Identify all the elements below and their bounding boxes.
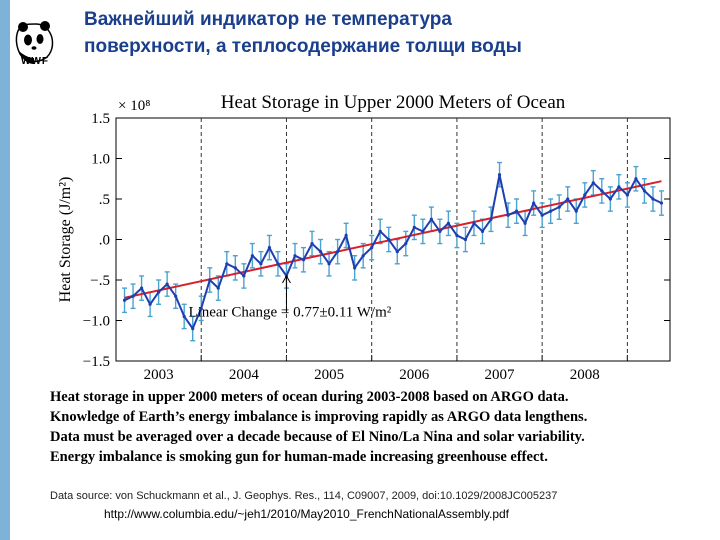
caption-block: Heat storage in upper 2000 meters of oce… bbox=[50, 387, 710, 467]
caption-line: Knowledge of Earth’s energy imbalance is… bbox=[50, 409, 588, 425]
chart-title: Heat Storage in Upper 2000 Meters of Oce… bbox=[221, 92, 566, 113]
panda-logo-icon bbox=[15, 21, 54, 64]
caption-line: Energy imbalance is smoking gun for huma… bbox=[50, 449, 548, 465]
source-url[interactable]: http://www.columbia.edu/~jeh1/2010/May20… bbox=[104, 507, 510, 521]
caption-line: Heat storage in upper 2000 meters of oce… bbox=[50, 389, 569, 405]
y-tick-label: −.5 bbox=[90, 273, 110, 289]
annotation-text: Linear Change = 0.77±0.11 W/m² bbox=[188, 304, 391, 320]
x-tick-label: 2006 bbox=[399, 367, 430, 383]
title-line-1: Важнейший индикатор не температура bbox=[84, 9, 452, 30]
x-tick-label: 2003 bbox=[144, 367, 174, 383]
y-tick-label: .5 bbox=[99, 192, 110, 208]
y-multiplier: × 10⁸ bbox=[118, 98, 150, 114]
series-line bbox=[124, 174, 662, 331]
x-tick-label: 2008 bbox=[570, 367, 600, 383]
left-accent-bar bbox=[0, 0, 10, 540]
chart-container: −1.5 −1.0 −.5 .0 .5 1.0 1.5 2003 2004 2005 2006 200… bbox=[40, 86, 700, 386]
data-source-note: Data source: von Schuckmann et al., J. G… bbox=[50, 490, 558, 502]
y-tick-label: −1.0 bbox=[83, 314, 110, 330]
y-tick-label: 1.0 bbox=[91, 152, 110, 168]
x-tick-label: 2005 bbox=[314, 367, 344, 383]
wwf-logo-text: WWF bbox=[21, 56, 49, 67]
y-axis-label: Heat Storage (J/m²) bbox=[57, 177, 74, 303]
x-tick-label: 2004 bbox=[229, 367, 260, 383]
annotation-arrowhead bbox=[282, 274, 291, 284]
trend-line bbox=[124, 180, 662, 299]
y-tick-label: 1.5 bbox=[91, 111, 110, 127]
slide-title: Важнейший индикатор не температура повер… bbox=[84, 6, 704, 60]
y-tick-label: .0 bbox=[99, 233, 110, 249]
heat-storage-chart: −1.5 −1.0 −.5 .0 .5 1.0 1.5 2003 2004 2005 2006 200… bbox=[57, 92, 671, 383]
y-tick-label: −1.5 bbox=[83, 354, 110, 370]
x-tick-label: 2007 bbox=[485, 367, 516, 383]
caption-line: Data must be averaged over a decade beca… bbox=[50, 429, 585, 445]
title-line-2: поверхности, а теплосодержание толщи вод… bbox=[84, 36, 522, 57]
